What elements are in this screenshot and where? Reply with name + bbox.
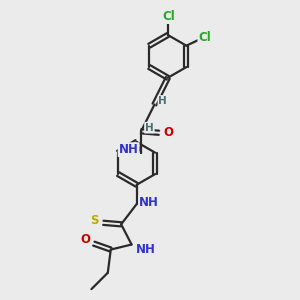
Text: Cl: Cl — [162, 10, 175, 23]
Text: S: S — [91, 214, 99, 227]
Text: Cl: Cl — [198, 31, 211, 44]
Text: H: H — [158, 96, 167, 106]
Text: H: H — [145, 123, 154, 133]
Text: NH: NH — [139, 196, 159, 209]
Text: O: O — [80, 233, 90, 246]
Text: NH: NH — [136, 243, 156, 256]
Text: O: O — [164, 126, 173, 139]
Text: NH: NH — [119, 143, 139, 156]
